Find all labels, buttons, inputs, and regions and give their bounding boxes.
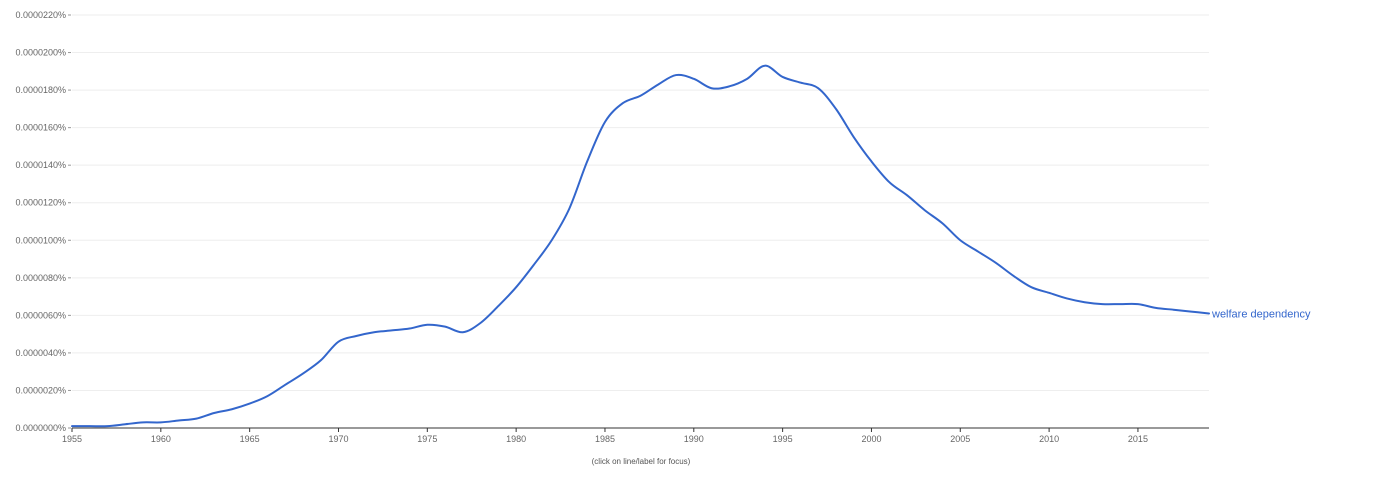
series-layer[interactable]: welfare dependency (71, 64, 1311, 428)
x-tick-label: 1965 (240, 434, 260, 444)
x-axis: 1955 1960 1965 1970 1975 1980 1985 1990 1995 2000… (62, 427, 1209, 444)
x-tick-label: 1995 (773, 434, 793, 444)
x-tick-label: 1975 (417, 434, 437, 444)
y-tick-label: 0.0000020% (15, 385, 66, 395)
series-label-welfare-dependency[interactable]: welfare dependency (1211, 308, 1311, 320)
x-tick-label: 1960 (151, 434, 171, 444)
x-tick-label: 2015 (1128, 434, 1148, 444)
y-tick-label: 0.0000140% (15, 160, 66, 170)
series-line-welfare-dependency[interactable] (71, 64, 1210, 428)
y-tick-label: 0.0000180% (15, 85, 66, 95)
y-tick-label: 0.0000040% (15, 348, 66, 358)
focus-hint: (click on line/label for focus) (592, 457, 691, 466)
y-tick-label: 0.0000200% (15, 48, 66, 58)
grid-layer (68, 14, 1209, 429)
x-tick-label: 1955 (62, 434, 82, 444)
x-tick-label: 1970 (328, 434, 348, 444)
y-tick-label: 0.0000120% (15, 198, 66, 208)
y-tick-label: 0.0000220% (15, 10, 66, 20)
y-tick-label: 0.0000100% (15, 235, 66, 245)
x-tick-label: 1985 (595, 434, 615, 444)
y-tick-label: 0.0000000% (15, 423, 66, 433)
y-axis: 0.0000000% 0.0000020% 0.0000040% 0.0000060%… (15, 10, 66, 433)
x-tick-label: 1990 (684, 434, 704, 444)
x-tick-label: 2010 (1039, 434, 1059, 444)
x-tick-label: 2000 (861, 434, 881, 444)
y-tick-label: 0.0000080% (15, 273, 66, 283)
x-tick-label: 1980 (506, 434, 526, 444)
x-tick-label: 2005 (950, 434, 970, 444)
y-tick-label: 0.0000160% (15, 123, 66, 133)
y-tick-label: 0.0000060% (15, 310, 66, 320)
